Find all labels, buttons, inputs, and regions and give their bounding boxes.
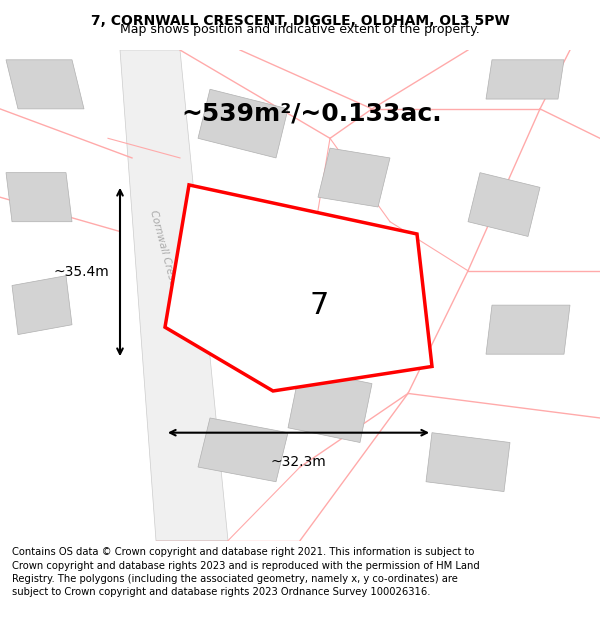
Polygon shape bbox=[165, 185, 432, 391]
Polygon shape bbox=[6, 173, 72, 222]
Polygon shape bbox=[468, 173, 540, 236]
Text: 7, CORNWALL CRESCENT, DIGGLE, OLDHAM, OL3 5PW: 7, CORNWALL CRESCENT, DIGGLE, OLDHAM, OL… bbox=[91, 14, 509, 28]
Polygon shape bbox=[318, 148, 390, 207]
Polygon shape bbox=[120, 50, 228, 541]
Text: Cornwall Crescent: Cornwall Crescent bbox=[148, 209, 182, 303]
Text: ~539m²/~0.133ac.: ~539m²/~0.133ac. bbox=[182, 102, 442, 126]
Text: ~35.4m: ~35.4m bbox=[53, 265, 109, 279]
Polygon shape bbox=[426, 432, 510, 491]
Polygon shape bbox=[198, 89, 288, 158]
Text: Map shows position and indicative extent of the property.: Map shows position and indicative extent… bbox=[120, 23, 480, 36]
Polygon shape bbox=[6, 60, 84, 109]
Polygon shape bbox=[12, 276, 72, 334]
Polygon shape bbox=[288, 369, 372, 442]
Polygon shape bbox=[198, 418, 288, 482]
Text: 7: 7 bbox=[310, 291, 329, 320]
Polygon shape bbox=[486, 60, 564, 99]
Text: Contains OS data © Crown copyright and database right 2021. This information is : Contains OS data © Crown copyright and d… bbox=[12, 548, 480, 597]
Text: ~32.3m: ~32.3m bbox=[271, 455, 326, 469]
Polygon shape bbox=[486, 305, 570, 354]
